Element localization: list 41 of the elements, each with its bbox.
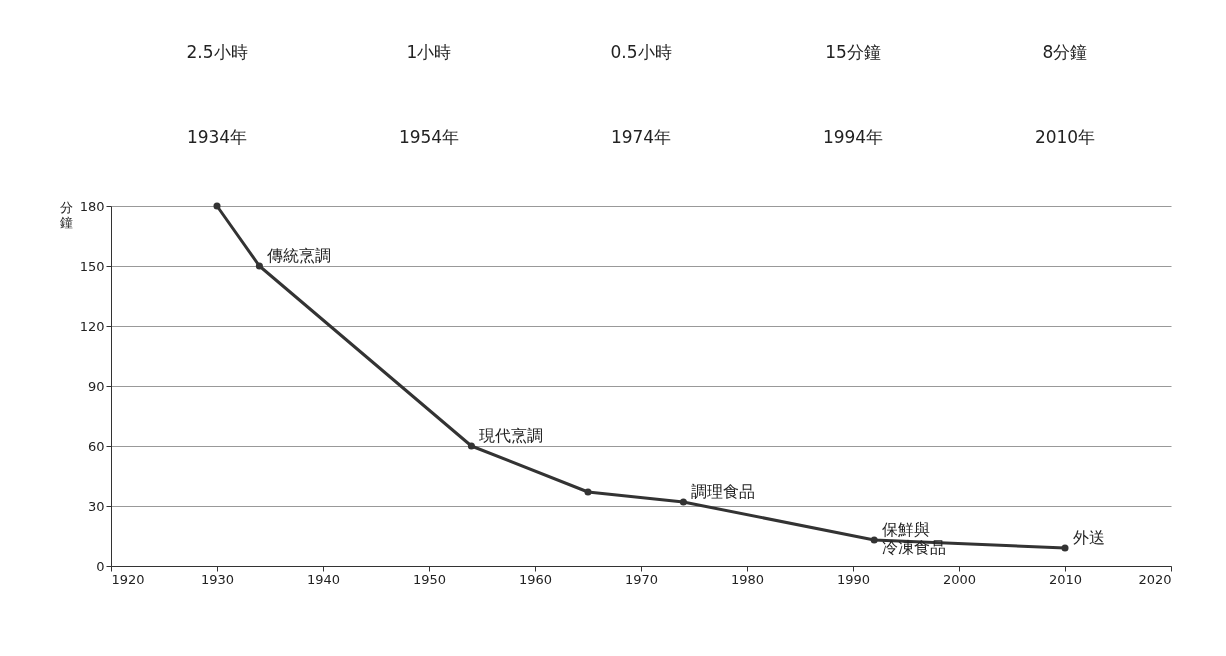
point bbox=[1061, 544, 1069, 552]
y-axis-title: 分鐘 bbox=[60, 200, 73, 230]
point bbox=[467, 442, 475, 450]
x-tick-label: 1920 bbox=[111, 571, 145, 587]
x-tick-label: 1930 bbox=[200, 571, 235, 587]
text: 1954年 bbox=[398, 126, 460, 147]
annotation: 保鮮與冷凍食品 bbox=[882, 520, 947, 557]
x-tick-label: 1980 bbox=[730, 571, 765, 587]
text: 1小時 bbox=[406, 41, 452, 62]
y-tick-label: 30 bbox=[87, 498, 105, 514]
y-tick-label: 60 bbox=[87, 438, 105, 454]
text: 15分鐘 bbox=[825, 41, 881, 62]
point bbox=[679, 498, 687, 506]
x-tick-label: 1970 bbox=[624, 571, 659, 587]
y-tick-label: 120 bbox=[79, 318, 105, 334]
text: 1974年 bbox=[610, 126, 672, 147]
point bbox=[584, 488, 592, 496]
x-tick-label: 1940 bbox=[306, 571, 341, 587]
text: 2.5小時 bbox=[186, 41, 248, 62]
y-tick-label: 180 bbox=[79, 198, 105, 214]
text: 1934年 bbox=[186, 126, 248, 147]
point bbox=[870, 536, 878, 544]
text: 1994年 bbox=[822, 126, 884, 147]
y-tick-label: 0 bbox=[96, 558, 105, 574]
text: 2010年 bbox=[1034, 126, 1096, 147]
x-tick-label: 2000 bbox=[942, 571, 977, 587]
x-tick-label: 1960 bbox=[518, 571, 553, 587]
x-tick-label: 1950 bbox=[412, 571, 447, 587]
y-tick-label: 90 bbox=[87, 378, 105, 394]
annotation: 傳統烹調 bbox=[266, 246, 332, 265]
y-tick-label: 150 bbox=[79, 258, 105, 274]
annotation: 調理食品 bbox=[691, 482, 756, 501]
x-tick-label: 2010 bbox=[1048, 571, 1083, 587]
annotation: 現代烹調 bbox=[479, 426, 544, 445]
x-tick-label: 1990 bbox=[836, 571, 871, 587]
point bbox=[213, 202, 221, 210]
x-tick-label: 2020 bbox=[1138, 571, 1172, 587]
annotation: 外送 bbox=[1073, 528, 1105, 547]
text: 0.5小時 bbox=[610, 41, 672, 62]
point bbox=[255, 262, 263, 270]
text: 8分鐘 bbox=[1042, 41, 1088, 62]
